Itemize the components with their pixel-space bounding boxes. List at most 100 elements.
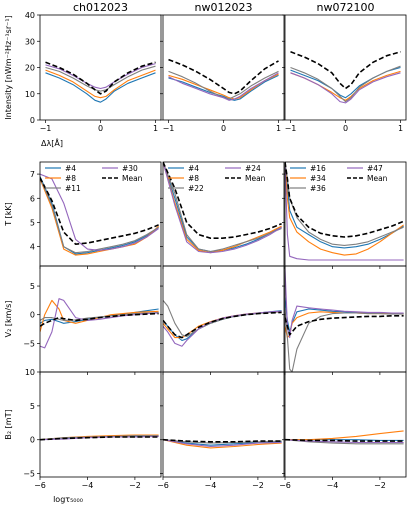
axes-frame bbox=[162, 371, 285, 478]
y-tick-label: 4 bbox=[30, 243, 35, 252]
y-tick-label: 5 bbox=[30, 402, 35, 411]
y-tick-label: 0 bbox=[30, 436, 35, 445]
x-tick-label: 0 bbox=[221, 124, 226, 133]
legend-entry: #4 bbox=[188, 164, 199, 173]
panel-intensity-1: 0 10 20 30 40 −1 0 1 bbox=[25, 11, 162, 133]
y-tick-label: 6 bbox=[30, 194, 35, 203]
panel-temperature-2: #4 #24 #8 Mean #22 bbox=[160, 161, 285, 269]
axis-labels: Intensity [nWm⁻²Hz⁻¹sr⁻¹] T [kK] V₂ [km/s]… bbox=[4, 15, 83, 504]
series-line-n24 bbox=[168, 72, 279, 101]
x-tick-label: −4 bbox=[205, 481, 217, 490]
x-tick-label: −4 bbox=[327, 481, 339, 490]
panel-intensity-2: −1 0 1 bbox=[160, 14, 285, 133]
x-axis-label-tau: logτ₅₀₀₀ bbox=[53, 495, 83, 504]
column-title-3: nw072100 bbox=[317, 1, 375, 14]
series-line-n30 bbox=[45, 63, 156, 90]
series-line-n47 bbox=[290, 72, 401, 104]
series-line-n4 bbox=[163, 310, 282, 342]
x-tick-label: −1 bbox=[285, 124, 297, 133]
series-line-n16 bbox=[290, 66, 401, 99]
y-tick-label: −5 bbox=[23, 470, 35, 479]
series-line-n34 bbox=[285, 430, 404, 441]
y-tick-label: 10 bbox=[25, 90, 35, 99]
series-line-n47 bbox=[285, 162, 404, 261]
panel-velocity-1: −5 0 5 bbox=[23, 265, 162, 375]
series-line-n8 bbox=[163, 439, 282, 449]
series-line-mean bbox=[290, 51, 401, 90]
series-group bbox=[285, 268, 404, 372]
panel-magnetic-2: −6 −4 −2 bbox=[157, 371, 285, 490]
series-line-n11 bbox=[40, 177, 159, 254]
legend-entry: #36 bbox=[310, 184, 326, 193]
series-line-n30 bbox=[40, 173, 159, 251]
column-title-2: nw012023 bbox=[195, 1, 253, 14]
y-tick-label: 20 bbox=[25, 64, 35, 73]
panel-magnetic-3: −6 −4 −2 bbox=[279, 371, 407, 490]
series-line-n24 bbox=[163, 439, 282, 448]
series-group bbox=[45, 61, 156, 103]
series-line-n34 bbox=[285, 311, 404, 339]
legend-entry: #8 bbox=[65, 174, 76, 183]
series-line-n8 bbox=[45, 69, 156, 99]
series-line-n34 bbox=[290, 70, 401, 101]
series-line-n22 bbox=[168, 70, 279, 100]
series-line-mean bbox=[285, 314, 404, 336]
column-titles: ch012023 nw012023 nw072100 bbox=[73, 1, 374, 14]
series-line-n34 bbox=[285, 162, 404, 256]
y-tick-label: 7 bbox=[30, 170, 35, 179]
series-line-n36 bbox=[290, 65, 401, 103]
legend-3: #16 #47 #34 Mean #36 bbox=[290, 164, 388, 193]
series-group bbox=[285, 430, 404, 445]
y-tick-label: 5 bbox=[30, 218, 35, 227]
series-group bbox=[163, 438, 282, 449]
y-tick-label: 40 bbox=[25, 11, 35, 20]
series-line-mean bbox=[163, 311, 282, 339]
x-tick-label: 1 bbox=[276, 124, 281, 133]
legend-entry: #30 bbox=[122, 164, 138, 173]
y-axis-label: Intensity [nWm⁻²Hz⁻¹sr⁻¹] bbox=[4, 15, 13, 119]
series-line-n36 bbox=[285, 308, 404, 372]
x-tick-label: −6 bbox=[34, 481, 46, 490]
series-group bbox=[285, 162, 404, 261]
series-group bbox=[40, 434, 159, 441]
series-group bbox=[290, 51, 401, 104]
series-line-n8 bbox=[163, 162, 282, 254]
series-line-n4 bbox=[40, 308, 159, 324]
series-group bbox=[40, 173, 159, 256]
legend-entry: #16 bbox=[310, 164, 326, 173]
axes-frame bbox=[284, 265, 407, 373]
series-line-n24 bbox=[163, 310, 282, 347]
axes-frame bbox=[39, 371, 162, 478]
series-line-n11 bbox=[45, 65, 156, 92]
panel-velocity-3 bbox=[282, 265, 407, 375]
panel-temperature-3: #16 #47 #34 Mean #36 bbox=[282, 161, 407, 269]
series-line-n8 bbox=[168, 73, 279, 100]
legend-entry: Mean bbox=[122, 174, 143, 183]
series-line-n30 bbox=[40, 298, 159, 349]
legend-entry: Mean bbox=[367, 174, 388, 183]
legend-entry: #4 bbox=[65, 164, 76, 173]
x-tick-label: −4 bbox=[82, 481, 94, 490]
axes-frame bbox=[284, 14, 407, 121]
x-tick-label: −1 bbox=[163, 124, 175, 133]
series-line-mean bbox=[40, 436, 159, 441]
x-tick-label: −2 bbox=[374, 481, 386, 490]
legend-entry: #24 bbox=[245, 164, 261, 173]
series-line-mean bbox=[285, 162, 404, 238]
legend-1: #4 #30 #8 Mean #11 bbox=[45, 164, 143, 193]
x-tick-label: 1 bbox=[398, 124, 403, 133]
series-group bbox=[168, 58, 279, 101]
y-axis-label: T [kK] bbox=[4, 202, 13, 227]
legend-entry: #8 bbox=[188, 174, 199, 183]
series-line-mean bbox=[40, 312, 159, 327]
y-tick-label: 5 bbox=[30, 282, 35, 291]
series-line-mean bbox=[163, 438, 282, 443]
x-axis-label-wavelength: Δλ[Å] bbox=[41, 137, 63, 148]
y-tick-label: 30 bbox=[25, 37, 35, 46]
x-tick-label: −2 bbox=[252, 481, 264, 490]
series-line-n24 bbox=[163, 162, 282, 254]
series-group bbox=[163, 162, 282, 254]
series-line-n4 bbox=[163, 439, 282, 446]
